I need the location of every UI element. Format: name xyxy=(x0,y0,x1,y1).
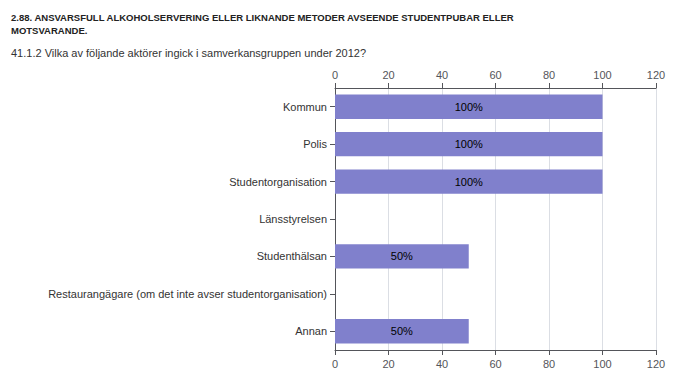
svg-text:100: 100 xyxy=(593,358,611,370)
svg-text:Polis: Polis xyxy=(303,138,327,150)
svg-text:20: 20 xyxy=(382,69,394,81)
svg-text:80: 80 xyxy=(543,358,555,370)
svg-text:Studentorganisation: Studentorganisation xyxy=(229,176,327,188)
svg-text:100: 100 xyxy=(593,69,611,81)
svg-text:50%: 50% xyxy=(391,250,413,262)
svg-text:MOTSVARANDE.: MOTSVARANDE. xyxy=(11,25,87,36)
svg-text:100%: 100% xyxy=(455,101,483,113)
svg-text:0: 0 xyxy=(332,69,338,81)
svg-text:0: 0 xyxy=(332,358,338,370)
svg-text:Kommun: Kommun xyxy=(283,101,327,113)
svg-text:2.88. ANSVARSFULL ALKOHOLSERVE: 2.88. ANSVARSFULL ALKOHOLSERVERING ELLER… xyxy=(11,12,514,23)
svg-text:Länsstyrelsen: Länsstyrelsen xyxy=(259,213,327,225)
svg-text:50%: 50% xyxy=(391,325,413,337)
svg-text:100%: 100% xyxy=(455,138,483,150)
svg-text:41.1.2 Vilka av följande aktör: 41.1.2 Vilka av följande aktörer ingick … xyxy=(11,47,366,59)
svg-text:60: 60 xyxy=(489,69,501,81)
svg-text:120: 120 xyxy=(647,358,665,370)
svg-text:100%: 100% xyxy=(455,176,483,188)
svg-text:Studenthälsan: Studenthälsan xyxy=(257,250,327,262)
svg-text:Annan: Annan xyxy=(295,325,327,337)
svg-text:40: 40 xyxy=(436,69,448,81)
svg-text:Restaurangägare (om det inte a: Restaurangägare (om det inte avser stude… xyxy=(48,288,327,300)
svg-text:80: 80 xyxy=(543,69,555,81)
svg-text:60: 60 xyxy=(489,358,501,370)
svg-text:40: 40 xyxy=(436,358,448,370)
svg-text:120: 120 xyxy=(647,69,665,81)
svg-text:20: 20 xyxy=(382,358,394,370)
